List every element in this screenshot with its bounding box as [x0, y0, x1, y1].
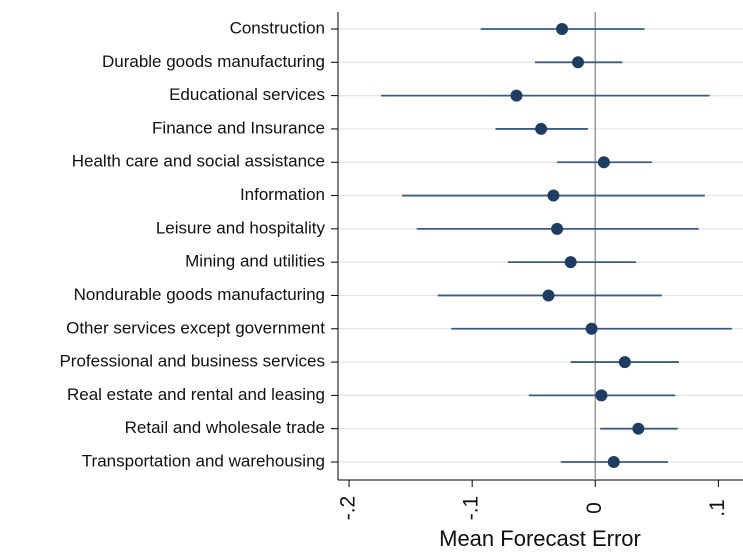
y-tick-label: Retail and wholesale trade: [125, 418, 325, 437]
x-axis-label: Mean Forecast Error: [439, 526, 641, 551]
point: [597, 156, 610, 169]
y-tick-label: Other services except government: [66, 318, 325, 337]
x-tick-label: -.2: [337, 496, 360, 521]
y-tick-label: Real estate and rental and leasing: [67, 385, 325, 404]
point: [510, 89, 523, 102]
y-tick-label: Mining and utilities: [185, 252, 325, 271]
y-tick-label: Professional and business services: [59, 352, 325, 371]
point: [535, 122, 548, 135]
point: [607, 456, 620, 468]
y-tick-label: Nondurable goods manufacturing: [74, 285, 325, 304]
x-tick-label: 0: [583, 502, 606, 514]
point: [551, 222, 564, 235]
y-tick-label: Information: [240, 185, 325, 204]
y-tick-label: Finance and Insurance: [152, 118, 325, 137]
x-tick-label: -.1: [460, 496, 483, 521]
point: [564, 256, 577, 269]
y-tick-label: Construction: [230, 18, 325, 37]
point: [547, 189, 560, 202]
point: [632, 422, 645, 435]
point: [556, 23, 569, 35]
x-tick-label: .1: [706, 499, 729, 517]
y-tick-label: Durable goods manufacturing: [102, 52, 325, 71]
y-tick-label: Leisure and hospitality: [156, 218, 326, 237]
y-tick-label: Educational services: [169, 85, 325, 104]
point: [572, 56, 585, 69]
point: [618, 356, 631, 369]
point: [542, 289, 555, 302]
y-tick-label: Transportation and warehousing: [82, 451, 325, 470]
point: [585, 322, 598, 335]
y-tick-label: Health care and social assistance: [72, 152, 325, 171]
point: [595, 389, 608, 402]
